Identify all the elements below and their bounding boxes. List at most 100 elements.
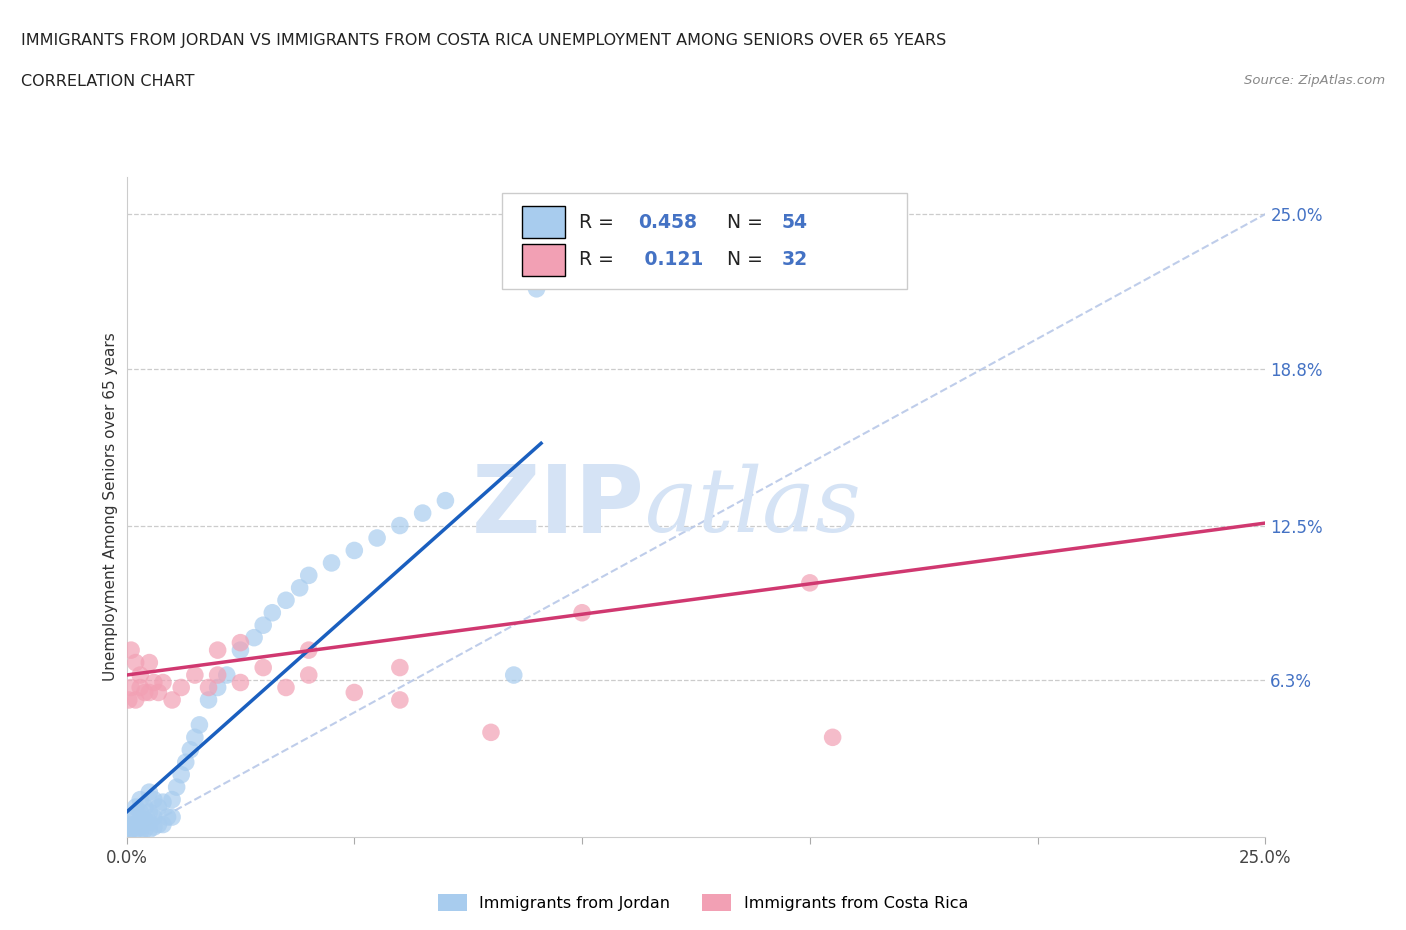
Point — [184, 668, 207, 683]
Text: atlas: atlas — [645, 463, 860, 551]
Point — [160, 693, 183, 708]
Point — [120, 643, 142, 658]
Text: N =: N = — [727, 250, 769, 270]
Point — [152, 675, 174, 690]
Point — [118, 825, 141, 840]
Point — [274, 592, 297, 607]
Point — [197, 680, 219, 695]
Point — [160, 810, 183, 825]
Point — [288, 580, 311, 595]
Point — [571, 605, 593, 620]
Point — [298, 568, 321, 583]
Point — [160, 792, 183, 807]
Point — [262, 605, 284, 620]
Point — [142, 819, 165, 834]
Point — [170, 767, 193, 782]
Point — [388, 693, 411, 708]
Point — [502, 668, 524, 683]
Point — [134, 822, 156, 837]
Point — [188, 717, 211, 732]
Point — [166, 779, 188, 794]
Text: CORRELATION CHART: CORRELATION CHART — [21, 74, 194, 89]
Point — [152, 817, 174, 832]
Point — [142, 810, 165, 825]
Text: N =: N = — [727, 213, 769, 232]
Point — [138, 685, 160, 700]
Point — [412, 506, 434, 521]
Point — [124, 822, 146, 837]
FancyBboxPatch shape — [522, 244, 565, 276]
Point — [229, 675, 252, 690]
Point — [138, 804, 160, 819]
Point — [129, 804, 152, 819]
Point — [252, 660, 274, 675]
Point — [120, 817, 142, 832]
Text: 54: 54 — [782, 213, 807, 232]
Point — [343, 685, 366, 700]
Point — [179, 742, 201, 757]
Point — [142, 792, 165, 807]
Point — [138, 785, 160, 800]
Point — [134, 685, 156, 700]
Point — [215, 668, 238, 683]
Point — [134, 800, 156, 815]
Point — [821, 730, 844, 745]
Point — [120, 810, 142, 825]
FancyBboxPatch shape — [502, 193, 907, 289]
Point — [388, 518, 411, 533]
Point — [138, 822, 160, 837]
Point — [129, 792, 152, 807]
Point — [156, 810, 179, 825]
Point — [152, 794, 174, 809]
Point — [129, 668, 152, 683]
Legend: Immigrants from Jordan, Immigrants from Costa Rica: Immigrants from Jordan, Immigrants from … — [432, 888, 974, 917]
Point — [298, 668, 321, 683]
Point — [207, 668, 229, 683]
Point — [243, 631, 266, 645]
Point — [148, 685, 170, 700]
Point — [129, 825, 152, 840]
Point — [197, 693, 219, 708]
Text: 32: 32 — [782, 250, 807, 270]
Point — [124, 693, 146, 708]
Point — [799, 576, 821, 591]
Text: IMMIGRANTS FROM JORDAN VS IMMIGRANTS FROM COSTA RICA UNEMPLOYMENT AMONG SENIORS : IMMIGRANTS FROM JORDAN VS IMMIGRANTS FRO… — [21, 33, 946, 47]
FancyBboxPatch shape — [522, 206, 565, 238]
Point — [118, 693, 141, 708]
Point — [129, 812, 152, 827]
Text: 0.458: 0.458 — [638, 213, 697, 232]
Point — [138, 655, 160, 670]
Point — [229, 643, 252, 658]
Point — [343, 543, 366, 558]
Point — [124, 810, 146, 825]
Text: ZIP: ZIP — [472, 461, 645, 552]
Point — [174, 755, 197, 770]
Point — [252, 618, 274, 632]
Point — [207, 643, 229, 658]
Point — [129, 819, 152, 834]
Point — [124, 655, 146, 670]
Text: R =: R = — [579, 250, 620, 270]
Point — [148, 800, 170, 815]
Text: Source: ZipAtlas.com: Source: ZipAtlas.com — [1244, 74, 1385, 87]
Point — [134, 812, 156, 827]
Point — [388, 660, 411, 675]
Point — [124, 817, 146, 832]
Text: 0.121: 0.121 — [638, 250, 703, 270]
Y-axis label: Unemployment Among Seniors over 65 years: Unemployment Among Seniors over 65 years — [103, 333, 118, 681]
Point — [298, 643, 321, 658]
Point — [207, 680, 229, 695]
Point — [129, 680, 152, 695]
Point — [170, 680, 193, 695]
Point — [434, 493, 457, 508]
Point — [148, 817, 170, 832]
Text: R =: R = — [579, 213, 620, 232]
Point — [120, 680, 142, 695]
Point — [229, 635, 252, 650]
Point — [120, 822, 142, 837]
Point — [142, 675, 165, 690]
Point — [274, 680, 297, 695]
Point — [366, 530, 388, 545]
Point — [479, 724, 502, 739]
Point — [321, 555, 343, 570]
